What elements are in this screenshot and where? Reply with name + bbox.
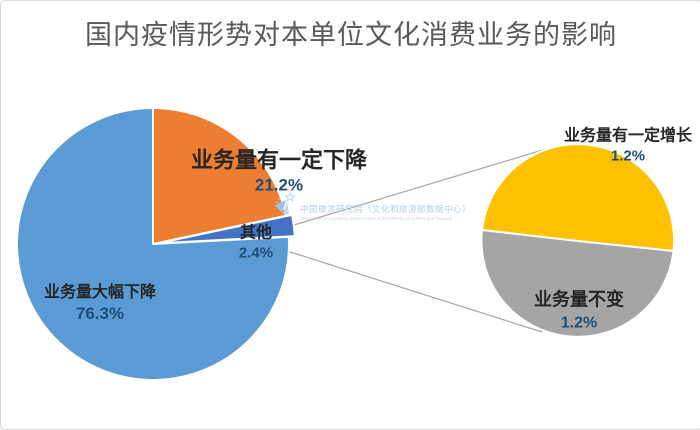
label-unchanged-text: 业务量不变 — [534, 289, 624, 310]
slice-some-increase — [481, 143, 676, 252]
label-some-decrease-text: 业务量有一定下降 — [190, 147, 368, 173]
label-some-increase-text: 业务量有一定增长 — [563, 127, 693, 145]
connector-line-top — [283, 148, 547, 229]
connector-line-bottom — [283, 249, 543, 333]
slice-unchanged — [480, 229, 675, 338]
label-major-decrease-text: 业务量大幅下降 — [43, 284, 157, 302]
label-major-decrease-percent: 76.3% — [75, 304, 125, 324]
label-some-increase-percent: 1.2% — [610, 147, 646, 165]
label-some-decrease-percent: 21.2% — [254, 175, 304, 195]
label-unchanged-percent: 1.2% — [560, 314, 598, 332]
label-other-percent: 2.4% — [238, 244, 274, 262]
label-some-increase: 业务量有一定增长 1.2% — [564, 126, 692, 167]
chart-title: 国内疫情形势对本单位文化消费业务的影响 — [85, 20, 617, 50]
slice-some-decrease — [152, 107, 287, 245]
label-other: 其他 2.4% — [239, 223, 273, 264]
label-some-decrease: 业务量有一定下降 21.2% — [191, 145, 367, 196]
label-major-decrease: 业务量大幅下降 76.3% — [44, 282, 156, 326]
label-unchanged: 业务量不变 1.2% — [534, 289, 624, 334]
label-other-text: 其他 — [239, 224, 273, 242]
slice-other — [157, 213, 296, 245]
